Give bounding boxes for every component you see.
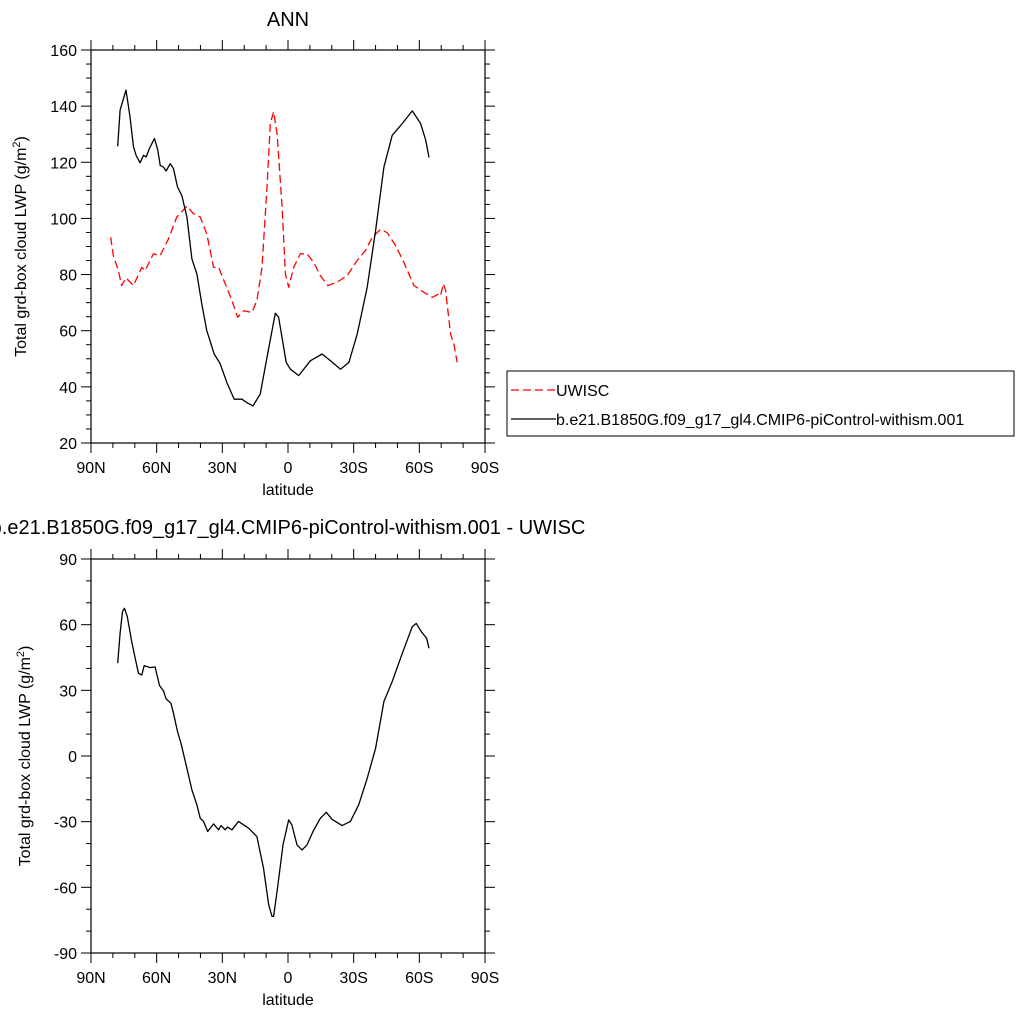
y-axis-label-sup: 2 [11,141,23,147]
x-axis-label: latitude [262,992,314,1009]
x-tick-label: 30S [339,970,367,987]
y-tick-label: 30 [59,683,77,700]
x-axis-label: latitude [262,482,314,499]
x-tick-label: 0 [284,460,293,477]
y-axis-label-text: Total grd-box cloud LWP (g/m [17,657,34,866]
series-line-uwisc [110,111,458,363]
series-line-difference [117,607,430,918]
y-tick-label: 80 [59,268,77,285]
x-tick-label: 30S [339,460,367,477]
y-tick-label: -90 [54,946,77,963]
y-tick-label: 20 [59,436,77,453]
x-tick-label: 60S [405,970,433,987]
y-tick-label: 40 [59,380,77,397]
y-tick-label: 90 [59,552,77,569]
x-tick-label: 30N [208,970,237,987]
y-tick-label: 0 [68,749,77,766]
x-tick-label: 90N [76,970,105,987]
chart-title: ANN [267,9,309,31]
x-tick-label: 60N [142,460,171,477]
y-tick-label: 60 [59,324,77,341]
y-axis-label-close: ) [17,646,34,651]
plot-frame [90,558,486,954]
y-tick-label: -30 [54,815,77,832]
y-tick-label: 120 [50,155,77,172]
legend-label: UWISC [556,383,609,400]
legend: UWISC b.e21.B1850G.f09_g17_gl4.CMIP6-piCo… [506,370,1015,437]
y-tick-label: 160 [50,43,77,60]
y-axis-label-sup: 2 [15,651,27,657]
x-tick-label: 0 [284,970,293,987]
plot-1: 90N 60N 30N 0 30S 60S 90S 20 40 60 80 100 120 140 160 A… [11,9,499,499]
y-tick-label: -60 [54,880,77,897]
x-tick-label: 60S [405,460,433,477]
x-tick-label: 60N [142,970,171,987]
chart-title: b.e21.B1850G.f09_g17_gl4.CMIP6-piControl… [0,517,585,539]
y-axis-label-text: Total grd-box cloud LWP (g/m [13,148,30,357]
y-axis-label: Total grd-box cloud LWP (g/m2) [11,136,30,357]
y-tick-label: 140 [50,99,77,116]
y-axis-label: Total grd-box cloud LWP (g/m2) [15,646,34,867]
x-tick-label: 90N [76,460,105,477]
y-tick-label: 100 [50,211,77,228]
legend-box [506,370,1015,437]
x-tick-label: 90S [471,460,499,477]
x-tick-label: 30N [208,460,237,477]
y-tick-label: 60 [59,618,77,635]
x-tick-label: 90S [471,970,499,987]
series-line-model [117,89,430,407]
y-axis-label-close: ) [13,136,30,141]
legend-label: b.e21.B1850G.f09_g17_gl4.CMIP6-piControl… [556,412,964,429]
plot-2: 90N 60N 30N 0 30S 60S 90S -90 -60 -30 0 30 60 90 b.e21… [0,517,585,1009]
plot-frame [90,49,486,444]
